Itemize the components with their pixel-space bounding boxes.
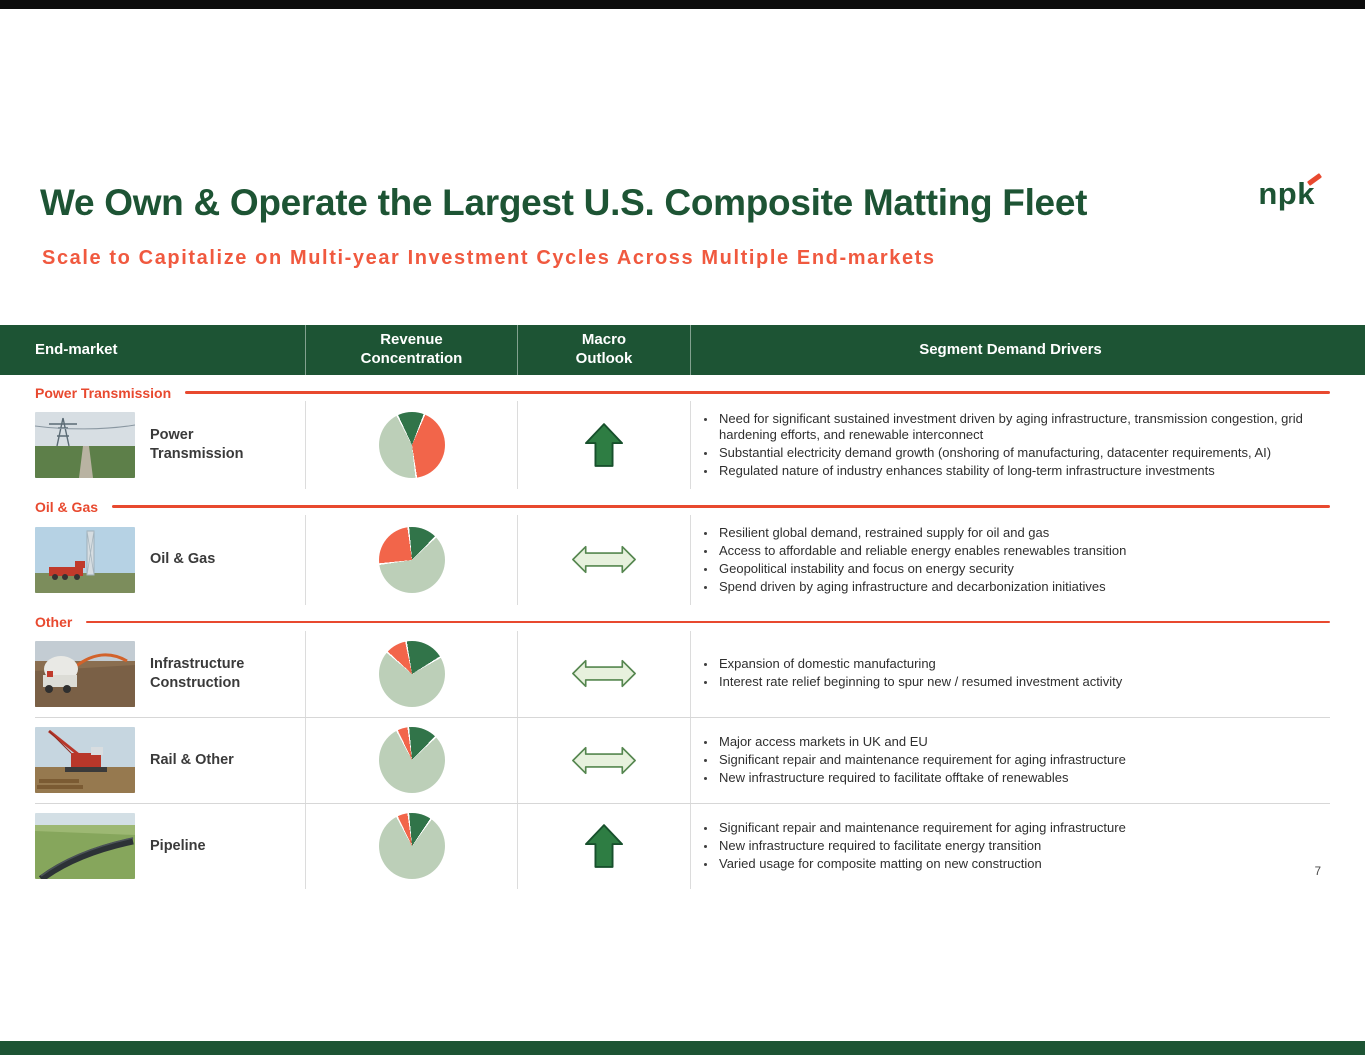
column-header-revenue-concentration: Revenue Concentration bbox=[305, 325, 517, 375]
table-row-power-transmission: Power Transmission Need for significant … bbox=[35, 401, 1330, 489]
section-label: Oil & Gas bbox=[35, 498, 99, 515]
table-row-oil-gas: Oil & Gas Resilient global demand, restr… bbox=[35, 515, 1330, 605]
page-title: We Own & Operate the Largest U.S. Compos… bbox=[40, 182, 1088, 223]
macro-outlook-arrow bbox=[517, 401, 690, 489]
revenue-concentration-pie bbox=[378, 813, 445, 879]
column-header-end-market: End-market bbox=[35, 340, 118, 358]
left-right-arrow-icon bbox=[572, 546, 636, 574]
table-header-band: End-market Revenue Concentration Macro O… bbox=[0, 325, 1365, 375]
bullet: Spend driven by aging infrastructure and… bbox=[717, 579, 1126, 596]
bullet: New infrastructure required to facilitat… bbox=[717, 770, 1126, 787]
power-transmission-photo bbox=[35, 412, 135, 478]
page-number: 7 bbox=[1314, 866, 1321, 878]
revenue-concentration-pie bbox=[378, 412, 445, 478]
oil-gas-photo bbox=[35, 526, 135, 593]
table-row-infrastructure-construction: Infrastructure Construction Expansion of… bbox=[35, 630, 1330, 717]
npk-logo-text: npk bbox=[1258, 176, 1315, 211]
pipeline-photo bbox=[35, 813, 135, 879]
macro-outlook-arrow bbox=[517, 630, 690, 717]
table-row-pipeline: Pipeline Significant repair and maintena… bbox=[35, 802, 1330, 889]
section-divider-line bbox=[185, 391, 1330, 394]
bullet: Major access markets in UK and EU bbox=[717, 734, 1126, 751]
column-header-segment-demand-drivers: Segment Demand Drivers bbox=[690, 325, 1330, 375]
row-label: Pipeline bbox=[150, 837, 206, 854]
left-right-arrow-icon bbox=[572, 659, 636, 688]
left-right-arrow-icon bbox=[572, 746, 636, 774]
bullet: Resilient global demand, restrained supp… bbox=[717, 525, 1126, 542]
demand-drivers-list: Significant repair and maintenance requi… bbox=[693, 818, 1126, 874]
infrastructure-construction-photo bbox=[35, 640, 135, 707]
bullet: New infrastructure required to facilitat… bbox=[717, 838, 1126, 855]
bullet: Varied usage for composite matting on ne… bbox=[717, 856, 1126, 873]
bullet: Geopolitical instability and focus on en… bbox=[717, 561, 1126, 578]
bullet: Interest rate relief beginning to spur n… bbox=[717, 674, 1122, 691]
macro-outlook-arrow bbox=[517, 803, 690, 889]
bullet: Significant repair and maintenance requi… bbox=[717, 752, 1126, 769]
table-row-rail-other: Rail & Other Major access markets in UK … bbox=[35, 716, 1330, 803]
npk-logo: npk bbox=[1258, 173, 1323, 212]
bullet: Access to affordable and reliable energy… bbox=[717, 543, 1126, 560]
macro-outlook-arrow bbox=[517, 717, 690, 803]
column-header-macro-outlook: Macro Outlook bbox=[517, 325, 690, 375]
up-arrow-icon bbox=[585, 824, 623, 868]
bullet: Expansion of domestic manufacturing bbox=[717, 656, 1122, 673]
row-label: Infrastructure Construction bbox=[150, 655, 245, 691]
section-oil-gas: Oil & Gas bbox=[35, 498, 1330, 515]
row-label: Oil & Gas bbox=[150, 551, 216, 568]
row-label: Power Transmission bbox=[150, 427, 244, 462]
page-subtitle: Scale to Capitalize on Multi-year Invest… bbox=[42, 247, 936, 269]
bullet: Substantial electricity demand growth (o… bbox=[717, 445, 1320, 462]
demand-drivers-list: Major access markets in UK and EU Signif… bbox=[693, 732, 1126, 788]
top-black-bar bbox=[0, 0, 1365, 9]
section-divider-line bbox=[112, 505, 1330, 508]
bottom-green-bar bbox=[0, 1041, 1365, 1055]
bullet: Regulated nature of industry enhances st… bbox=[717, 463, 1320, 480]
section-power-transmission: Power Transmission bbox=[35, 384, 1330, 401]
demand-drivers-list: Expansion of domestic manufacturing Inte… bbox=[693, 655, 1122, 693]
up-arrow-icon bbox=[585, 423, 623, 467]
revenue-concentration-pie bbox=[378, 727, 445, 793]
bullet: Significant repair and maintenance requi… bbox=[717, 820, 1126, 837]
section-label: Other bbox=[35, 614, 73, 630]
section-other: Other bbox=[35, 614, 1330, 631]
section-divider-line bbox=[86, 620, 1330, 624]
revenue-concentration-pie bbox=[378, 526, 445, 593]
section-label: Power Transmission bbox=[35, 384, 172, 401]
revenue-concentration-pie bbox=[378, 640, 445, 707]
rail-other-photo bbox=[35, 727, 135, 793]
row-label: Rail & Other bbox=[150, 751, 234, 768]
demand-drivers-list: Resilient global demand, restrained supp… bbox=[693, 523, 1126, 597]
macro-outlook-arrow bbox=[517, 515, 690, 605]
demand-drivers-list: Need for significant sustained investmen… bbox=[693, 409, 1320, 481]
bullet: Need for significant sustained investmen… bbox=[717, 411, 1320, 444]
